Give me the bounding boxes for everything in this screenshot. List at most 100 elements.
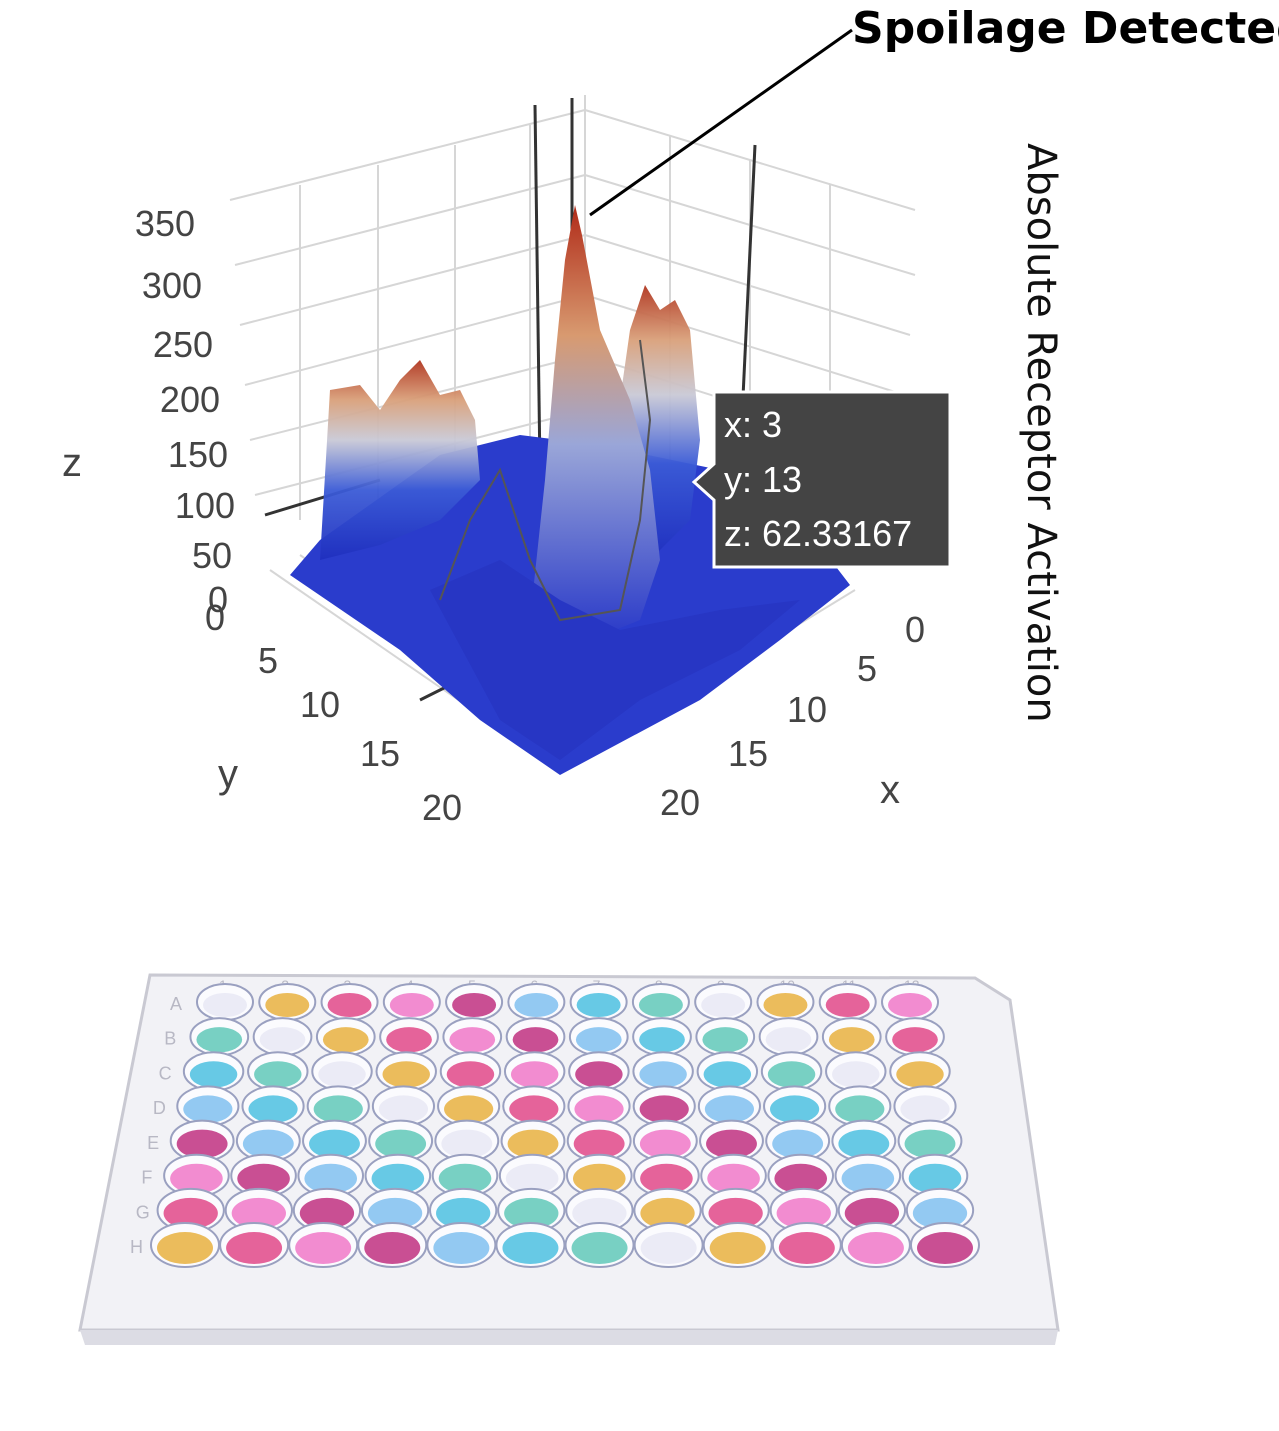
well [702, 1222, 773, 1268]
well [767, 1153, 835, 1198]
well [885, 1017, 945, 1057]
well [697, 1085, 761, 1127]
z-tick: 100 [175, 485, 235, 526]
well [831, 1119, 897, 1163]
surface-chart: 350 300 250 200 150 100 50 0 z 0 5 10 15… [62, 3, 1279, 828]
annotation-text: Spoilage Detected [852, 3, 1279, 54]
well [375, 1051, 437, 1092]
x-tick: 15 [728, 733, 768, 774]
well [163, 1153, 230, 1198]
well [569, 983, 628, 1021]
plate-lip [80, 1330, 1058, 1345]
tooltip-x: x: 3 [724, 404, 782, 445]
well [156, 1187, 225, 1233]
well [503, 1051, 566, 1092]
well [881, 983, 939, 1021]
z-axis-ticks: 350 300 250 200 150 100 50 0 [135, 203, 235, 620]
well [632, 1119, 698, 1163]
well [821, 1017, 882, 1057]
well [695, 1017, 756, 1057]
well [258, 983, 317, 1021]
well [302, 1119, 367, 1163]
x-tick: 10 [787, 689, 827, 730]
well [633, 1222, 704, 1268]
well [437, 1085, 501, 1127]
well [434, 1119, 500, 1163]
well [696, 1051, 759, 1092]
well [818, 983, 877, 1021]
well [189, 1017, 250, 1057]
well [763, 1085, 827, 1127]
x-tick: 0 [905, 609, 925, 650]
well [439, 1051, 502, 1092]
row-label: E [147, 1133, 159, 1153]
well [840, 1222, 911, 1268]
well [834, 1153, 902, 1198]
well [176, 1085, 240, 1127]
well [320, 983, 379, 1021]
row-label: D [153, 1098, 166, 1118]
surface-peak [530, 205, 660, 640]
row-label: G [136, 1202, 150, 1222]
surface-foreground [430, 560, 800, 760]
well [311, 1051, 373, 1092]
well [632, 1051, 694, 1092]
y-tick: 10 [300, 684, 340, 725]
well [442, 1017, 503, 1057]
well [426, 1222, 497, 1268]
wells [150, 983, 980, 1268]
well [219, 1222, 290, 1268]
well [500, 1119, 566, 1163]
well [379, 1017, 439, 1057]
well [905, 1187, 975, 1233]
y-axis-ticks: 0 5 10 15 20 [205, 597, 462, 828]
well [566, 1119, 632, 1163]
well [241, 1085, 305, 1127]
z-tick: 300 [142, 265, 202, 306]
well [315, 1017, 376, 1057]
z-tick: 250 [153, 324, 213, 365]
well [901, 1153, 969, 1198]
contour-line [439, 339, 652, 622]
z-tick: 0 [208, 579, 228, 620]
y-tick: 15 [360, 733, 400, 774]
well [771, 1222, 842, 1268]
row-label: B [164, 1029, 176, 1049]
well [825, 1051, 887, 1092]
z-tick: 50 [192, 535, 232, 576]
well [169, 1119, 235, 1163]
tooltip-z: z: 62.33167 [724, 513, 912, 554]
well [566, 1153, 633, 1198]
well [371, 1085, 436, 1127]
well [429, 1187, 498, 1233]
well [565, 1187, 634, 1233]
well [568, 1017, 629, 1057]
well [497, 1187, 566, 1233]
well [758, 1017, 819, 1057]
well [505, 1017, 566, 1057]
well [368, 1119, 434, 1163]
microplate-image: ABCDEFGH123456789101112 [78, 973, 1060, 1345]
well [247, 1051, 309, 1092]
well [431, 1153, 499, 1198]
z-axis-title: z [62, 441, 82, 485]
well [910, 1222, 980, 1268]
annotation-leader-line [589, 28, 853, 217]
well [632, 1017, 692, 1057]
well [182, 1051, 245, 1092]
z-tick: 350 [135, 203, 195, 244]
row-label: F [141, 1168, 152, 1188]
well [230, 1153, 297, 1198]
row-label: H [130, 1237, 143, 1257]
well [756, 983, 815, 1021]
well [507, 983, 566, 1021]
well [633, 1153, 700, 1198]
x-axis-title: x [880, 768, 900, 812]
row-label: A [170, 994, 182, 1014]
y-tick: 5 [258, 640, 278, 681]
well [288, 1222, 359, 1268]
well [357, 1222, 428, 1268]
x-tick: 5 [857, 648, 877, 689]
x-tick: 20 [660, 782, 700, 823]
hover-tooltip: x: 3 y: 13 z: 62.33167 [691, 390, 952, 569]
